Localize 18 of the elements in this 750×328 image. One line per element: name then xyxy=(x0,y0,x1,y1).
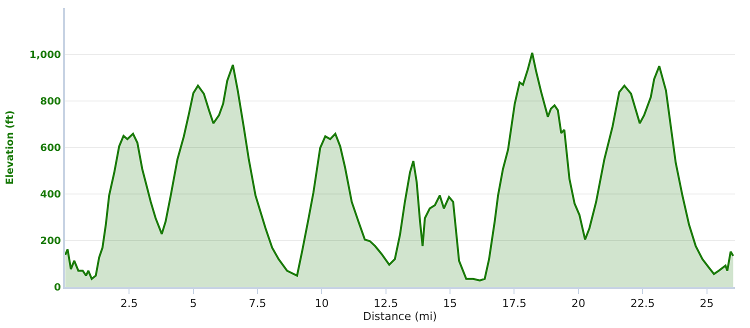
y-tick-label: 800 xyxy=(40,96,62,108)
x-tick-label: 20 xyxy=(571,297,586,310)
x-tick-label: 12.5 xyxy=(374,297,398,310)
x-tick-label: 7.5 xyxy=(248,297,266,310)
y-tick-label: 400 xyxy=(40,190,62,200)
y-tick-label: 1,000 xyxy=(29,50,62,61)
x-tick-label: 15 xyxy=(443,297,458,310)
y-axis-title: Elevation (ft) xyxy=(4,110,16,185)
x-tick-label: 25 xyxy=(700,297,714,310)
x-tick-label: 5 xyxy=(190,297,197,310)
x-tick-label: 17.5 xyxy=(502,297,526,310)
x-axis-title: Distance (mi) xyxy=(363,310,437,324)
x-tick-label: 10 xyxy=(314,297,329,310)
x-tick-label: 2.5 xyxy=(120,297,138,310)
x-tick-label: 22.5 xyxy=(630,297,655,310)
y-tick-label: 200 xyxy=(40,236,62,247)
y-tick-label: 0 xyxy=(54,282,62,294)
y-tick-label: 600 xyxy=(40,143,62,154)
